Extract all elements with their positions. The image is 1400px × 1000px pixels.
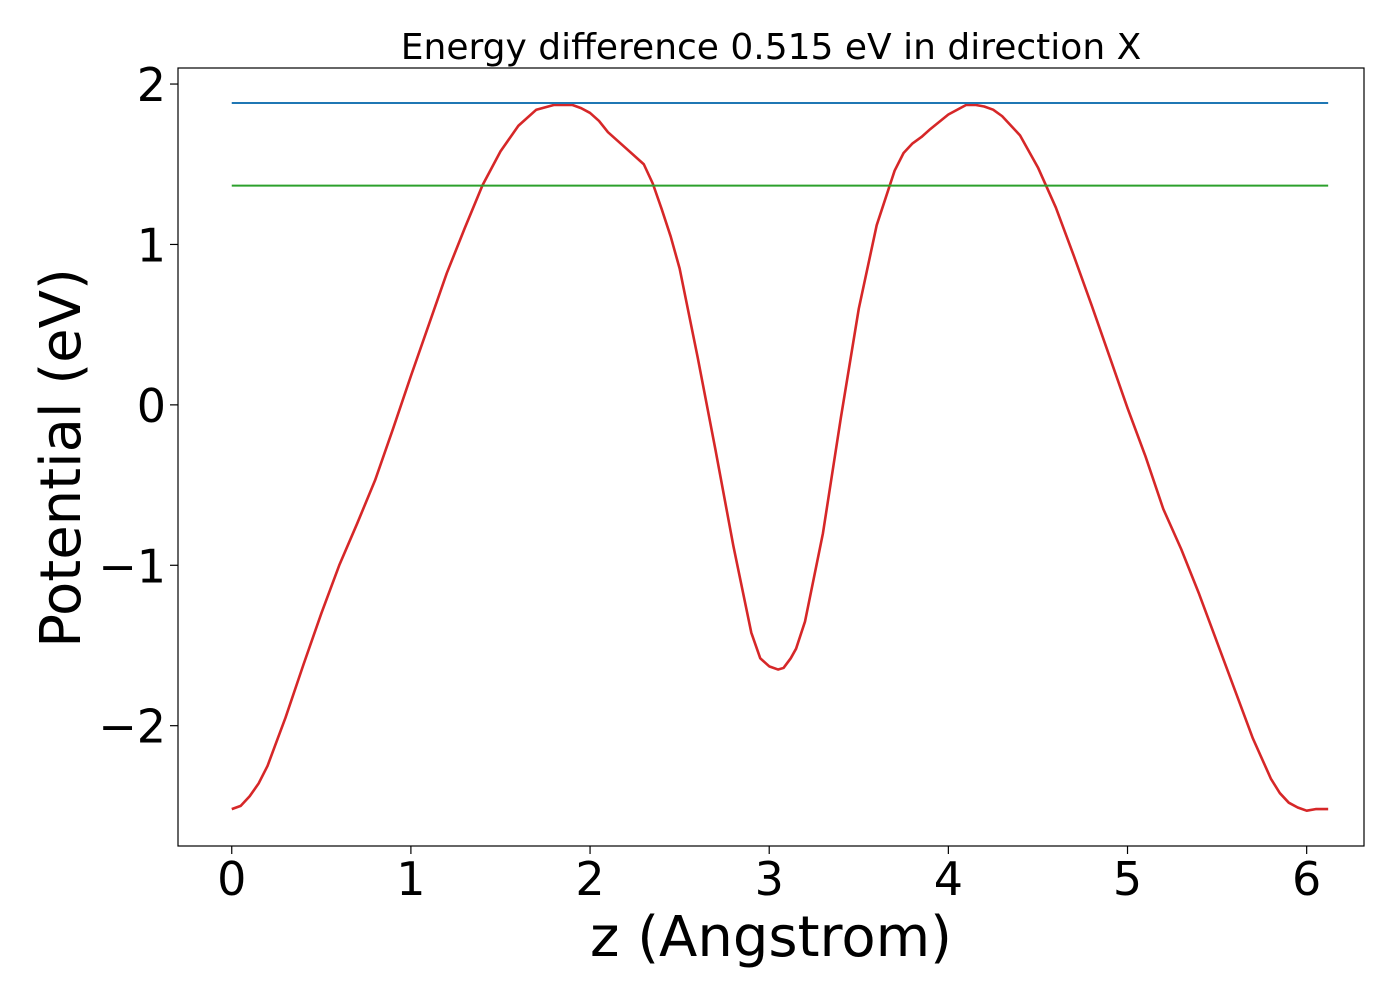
x-tick-label: 6 xyxy=(1292,852,1321,906)
y-axis-label: Potential (eV) xyxy=(29,268,94,648)
plot-area xyxy=(231,101,1329,813)
x-axis-label: z (Angstrom) xyxy=(590,905,952,970)
x-tick-label: 1 xyxy=(396,852,425,906)
y-tick-label: −2 xyxy=(98,700,166,754)
x-tick-label: 2 xyxy=(575,852,604,906)
x-tick-label: 0 xyxy=(217,852,246,906)
y-tick-label: 2 xyxy=(137,58,166,112)
y-tick-label: 0 xyxy=(137,379,166,433)
y-axis: −2 −1 0 1 2 xyxy=(98,58,178,754)
x-tick-label: 4 xyxy=(934,852,963,906)
x-tick-label: 5 xyxy=(1113,852,1142,906)
x-tick-label: 3 xyxy=(755,852,784,906)
series-line-0 xyxy=(231,103,1329,813)
x-axis: 0 1 2 3 4 5 6 xyxy=(217,846,1321,906)
y-tick-label: −1 xyxy=(98,539,166,593)
chart-title: Energy difference 0.515 eV in direction … xyxy=(401,27,1142,68)
y-tick-label: 1 xyxy=(137,218,166,272)
plot-frame xyxy=(177,67,1365,847)
